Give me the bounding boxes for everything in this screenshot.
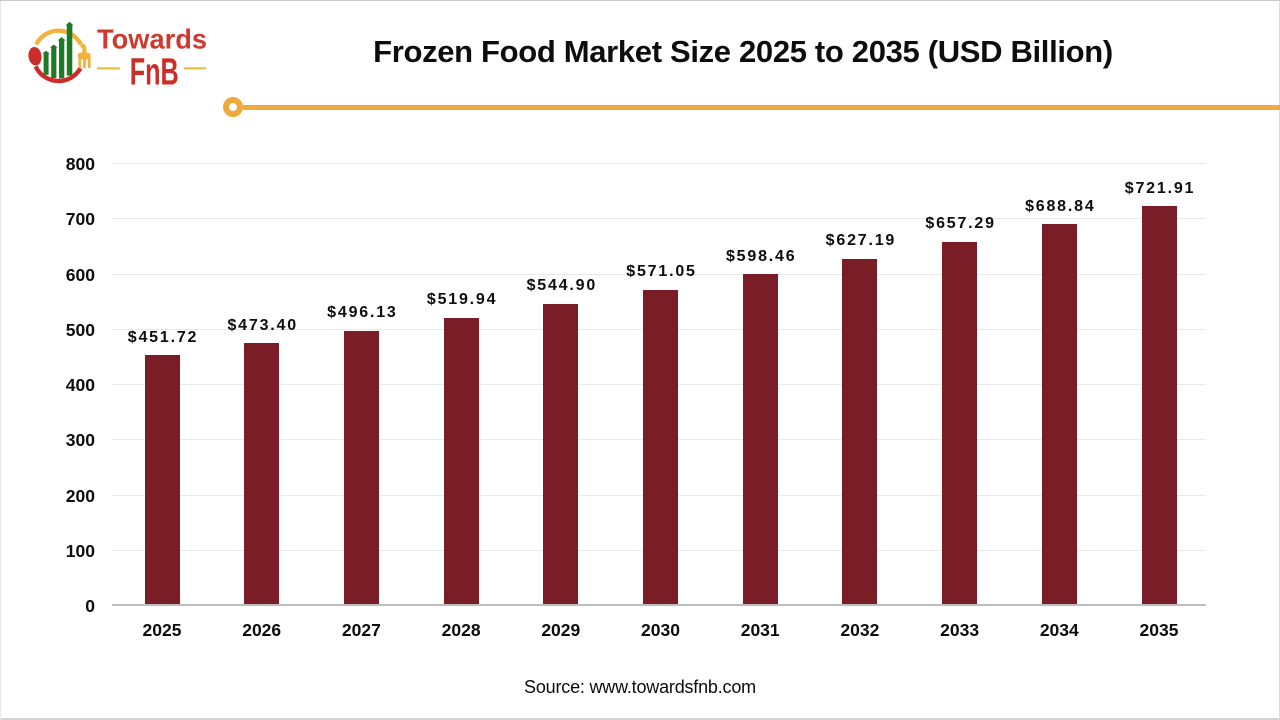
svg-text:FnB: FnB	[130, 51, 179, 93]
svg-text:Towards: Towards	[97, 24, 207, 55]
